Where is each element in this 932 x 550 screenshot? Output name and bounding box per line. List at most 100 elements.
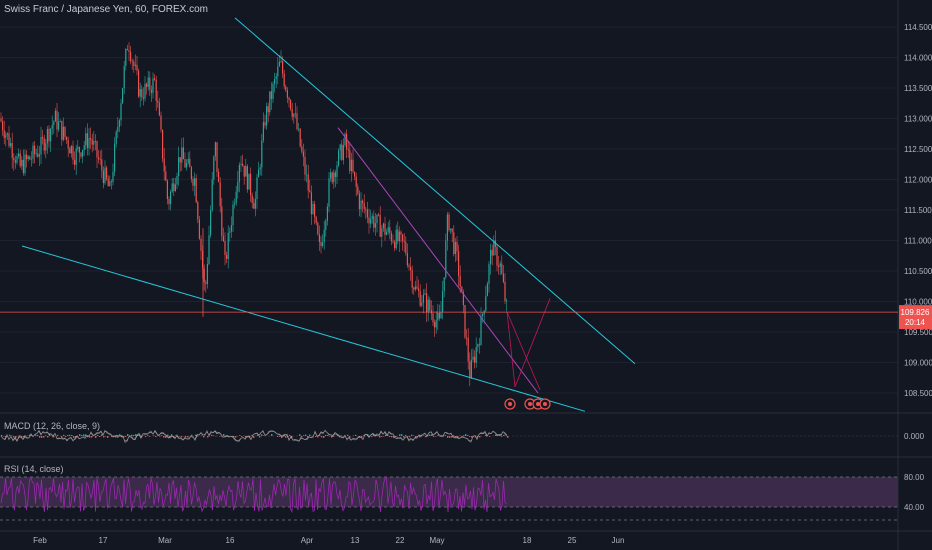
y-tick-label: 112.000 — [904, 176, 932, 185]
macd-bar — [181, 436, 183, 437]
macd-bar — [195, 434, 197, 436]
candle — [125, 47, 127, 71]
candle — [264, 114, 266, 129]
candle — [480, 307, 482, 346]
candle-body — [272, 83, 274, 100]
candle — [499, 260, 501, 276]
candle — [74, 151, 76, 170]
candle — [306, 164, 308, 183]
macd-bar — [241, 436, 243, 437]
candle-body — [126, 49, 128, 51]
candle-body — [282, 61, 284, 74]
macd-bar — [85, 434, 87, 436]
candle — [410, 256, 412, 281]
macd-bar — [207, 436, 209, 438]
macd-bar — [175, 435, 177, 436]
candle — [43, 134, 45, 155]
candle — [222, 227, 224, 243]
macd-bar — [117, 436, 119, 438]
candle-body — [45, 143, 47, 151]
candle — [96, 140, 98, 168]
candle-body — [138, 70, 140, 97]
candle — [200, 235, 202, 260]
candle — [82, 149, 84, 164]
candle-body — [442, 291, 444, 312]
candle-body — [11, 143, 13, 158]
candle-body — [142, 97, 144, 99]
macd-bar — [251, 435, 253, 436]
candle-body — [91, 139, 93, 145]
candle-body — [147, 77, 149, 87]
candle — [69, 146, 71, 154]
rsi-upper-label: 80.00 — [904, 473, 925, 482]
candle-body — [363, 202, 365, 209]
candle — [336, 161, 338, 185]
rsi-label: RSI (14, close) — [4, 464, 64, 474]
candle-body — [144, 83, 146, 99]
macd-bar — [301, 436, 303, 438]
candle-body — [253, 202, 255, 209]
macd-bar — [49, 434, 51, 436]
candle — [27, 155, 29, 162]
candle-body — [8, 133, 10, 147]
macd-bar — [303, 435, 305, 436]
candle-body — [59, 120, 61, 122]
candle — [434, 319, 436, 337]
candle — [19, 149, 21, 168]
macd-bar — [291, 436, 293, 438]
macd-bar — [409, 436, 411, 438]
candle-body — [376, 214, 378, 224]
candle-body — [357, 186, 359, 194]
candle-body — [438, 313, 440, 319]
candle-body — [170, 191, 172, 204]
candle — [224, 232, 226, 266]
candle-body — [82, 150, 84, 157]
candle — [16, 153, 18, 165]
candle-body — [48, 128, 50, 142]
y-tick-label: 110.000 — [904, 298, 932, 307]
candle-body — [216, 142, 218, 172]
candle — [50, 127, 52, 153]
candle — [77, 140, 79, 152]
candle-body — [459, 275, 461, 287]
candle-body — [406, 253, 408, 266]
candle-body — [427, 299, 429, 313]
candle-body — [69, 148, 71, 154]
candle — [86, 123, 88, 156]
candle-body — [194, 178, 196, 186]
candle — [176, 172, 178, 190]
candle-body — [339, 144, 341, 151]
macd-bar — [187, 436, 189, 438]
candle-body — [264, 122, 266, 126]
macd-bar — [371, 436, 373, 437]
macd-bar — [271, 434, 273, 436]
macd-bar — [347, 434, 349, 436]
candle — [442, 280, 444, 320]
candle-body — [405, 242, 407, 254]
candle-body — [237, 181, 239, 192]
candle — [0, 112, 2, 123]
candle — [366, 201, 368, 224]
candle — [131, 58, 133, 70]
candle — [245, 158, 247, 177]
candle — [198, 215, 200, 240]
candle-body — [502, 273, 504, 282]
candle-body — [379, 214, 381, 237]
candle — [285, 84, 287, 92]
candle-body — [166, 180, 168, 200]
candle-body — [203, 268, 205, 283]
candle-body — [326, 206, 328, 221]
candle — [374, 212, 376, 236]
candle-body — [450, 228, 452, 231]
candle — [301, 139, 303, 154]
candle — [221, 197, 223, 241]
candle — [106, 165, 108, 181]
candle — [70, 144, 72, 158]
candle — [67, 136, 69, 158]
macd-bar — [125, 436, 127, 437]
macd-bar — [305, 434, 307, 436]
candle-body — [30, 158, 32, 160]
candle — [368, 208, 370, 234]
candle-body — [104, 167, 106, 184]
